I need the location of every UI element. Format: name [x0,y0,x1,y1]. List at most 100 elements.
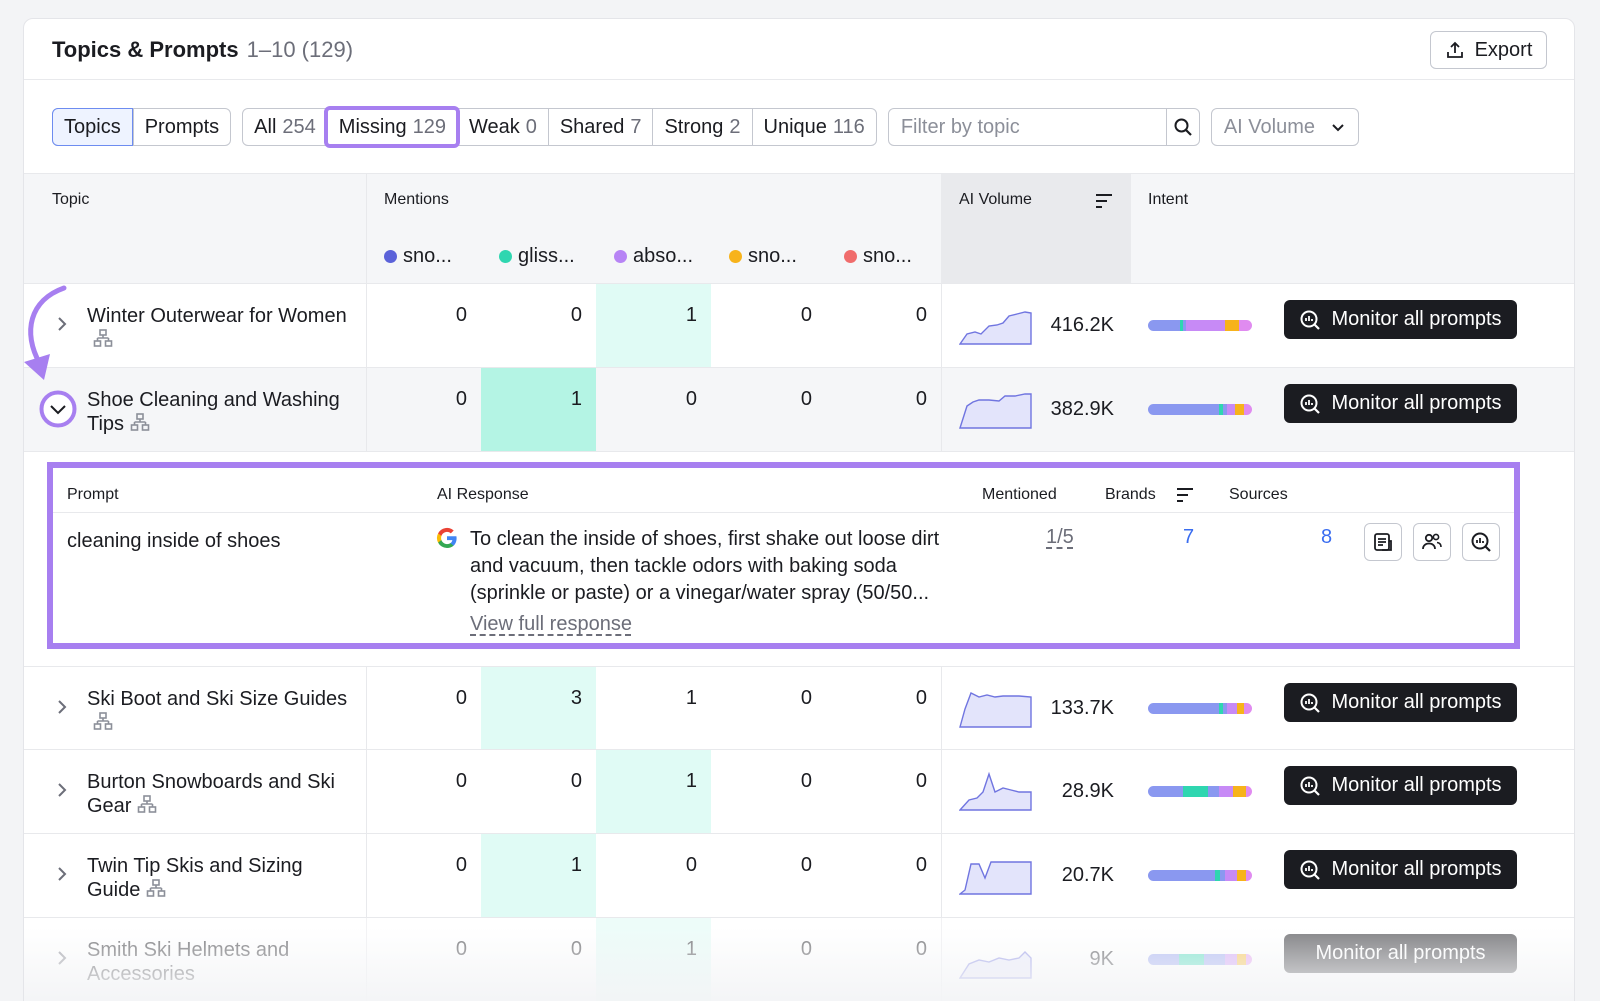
volume-sparkline [959,311,1032,345]
monitor-all-prompts-button[interactable]: Monitor all prompts [1284,384,1517,423]
filter-strong[interactable]: Strong 2 [652,109,751,145]
topic-search-input[interactable] [888,109,1166,145]
topic-filter [887,108,1200,146]
mention-cell: 1 [685,687,697,709]
upload-icon [1446,41,1463,58]
filter-label: Shared [559,116,625,138]
topic-text: Smith Ski Helmets and Accessories [87,939,290,985]
brands-count-link[interactable]: 7 [1183,526,1195,548]
ai-volume-value: 382.9K [1050,398,1114,420]
monitor-label: Monitor all prompts [1331,691,1502,713]
expanded-prompts-panel: Prompt AI Response Mentioned Brands Sour… [47,462,1520,649]
mention-cell: 0 [455,304,467,326]
ai-volume-select[interactable]: AI Volume [1210,108,1359,146]
column-divider [366,667,367,749]
export-label: Export [1474,38,1533,61]
page-title: Topics & Prompts 1–10 (129) [52,37,353,63]
filter-count: 7 [630,116,642,138]
brand-name: sno... [403,245,452,267]
table-row[interactable]: Smith Ski Helmets and Accessories 0 0 1 … [24,918,1574,1001]
table-row[interactable]: Ski Boot and Ski Size Guides 0 3 1 0 0 1… [24,666,1574,750]
sitemap-icon [93,329,113,347]
monitor-all-prompts-button[interactable]: Monitor all prompts [1284,766,1517,805]
mention-cell: 0 [800,854,812,876]
monitor-label: Monitor all prompts [1331,858,1502,880]
topic-name: Twin Tip Skis and Sizing Guide [87,854,357,902]
intent-bar [1148,404,1252,415]
mention-cell: 0 [455,770,467,792]
chevron-right-icon[interactable] [52,948,72,968]
column-divider [941,284,942,367]
brand-color-dot [614,250,627,263]
ai-volume-value: 9K [1089,948,1114,970]
sort-icon[interactable] [1095,193,1113,209]
mention-cell: 0 [455,687,467,709]
view-response-button[interactable] [1364,523,1402,561]
brand-legend-1[interactable]: sno... [384,245,452,268]
table-row-expanded[interactable]: Shoe Cleaning and Washing Tips 0 1 0 0 0… [24,368,1574,452]
monitor-all-prompts-button[interactable]: Monitor all prompts [1284,300,1517,339]
filter-shared[interactable]: Shared 7 [547,109,653,145]
monitor-all-prompts-button[interactable]: Monitor all prompts [1284,850,1517,889]
view-full-response-link[interactable]: View full response [470,613,632,635]
filter-missing[interactable]: Missing 129 [323,106,460,148]
brand-legend-3[interactable]: abso... [614,245,693,268]
chevron-right-icon[interactable] [52,780,72,800]
filter-weak[interactable]: Weak 0 [456,109,548,145]
column-divider [941,667,942,749]
chevron-down-icon [1332,124,1344,132]
monitor-label: Monitor all prompts [1331,392,1502,414]
mention-cell: 1 [481,834,596,917]
topic-name: Ski Boot and Ski Size Guides [87,687,357,735]
table-row[interactable]: Winter Outerwear for Women 0 0 1 0 0 416… [24,284,1574,368]
column-topic[interactable]: Topic [52,191,90,208]
monitor-prompt-button[interactable] [1462,523,1500,561]
mention-cell: 1 [596,284,711,367]
search-button[interactable] [1165,109,1199,145]
view-competitors-button[interactable] [1413,523,1451,561]
sort-icon[interactable] [1176,487,1194,503]
tab-topics[interactable]: Topics [52,108,133,146]
table-row[interactable]: Burton Snowboards and Ski Gear 0 0 1 0 0… [24,750,1574,834]
table-row[interactable]: Twin Tip Skis and Sizing Guide 0 1 0 0 0… [24,834,1574,918]
chevron-right-icon[interactable] [52,314,72,334]
monitor-all-prompts-button[interactable]: Monitor all prompts [1284,934,1517,973]
ai-volume-value: 416.2K [1050,314,1114,336]
topic-text: Shoe Cleaning and Washing Tips [87,389,340,435]
mention-cell: 0 [915,854,927,876]
column-brands[interactable]: Brands [1105,486,1156,503]
volume-sparkline [959,861,1032,895]
brand-legend-4[interactable]: sno... [729,245,797,268]
filter-unique[interactable]: Unique 116 [751,109,876,145]
divider [53,512,1514,513]
sources-count-link[interactable]: 8 [1321,526,1333,548]
column-ai-volume[interactable]: AI Volume [959,191,1032,208]
export-button[interactable]: Export [1430,31,1547,69]
intent-bar [1148,320,1252,331]
mention-cell: 1 [481,368,596,451]
topic-name: Winter Outerwear for Women [87,304,357,352]
mention-cell: 0 [915,304,927,326]
chevron-right-icon[interactable] [52,864,72,884]
brand-name: abso... [633,245,694,267]
chevron-right-icon[interactable] [52,697,72,717]
brand-legend-2[interactable]: gliss... [499,245,575,268]
column-divider [366,834,367,917]
mentioned-value[interactable]: 1/5 [1046,526,1074,548]
column-mentioned: Mentioned [982,486,1057,503]
ai-volume-value: 20.7K [1061,864,1114,886]
mention-cell: 0 [455,388,467,410]
brand-legend-5[interactable]: sno... [844,245,912,268]
topic-text: Burton Snowboards and Ski Gear [87,771,335,817]
column-ai-response: AI Response [437,486,529,503]
tab-prompts[interactable]: Prompts [132,109,230,145]
topic-name: Smith Ski Helmets and Accessories [87,938,357,986]
sitemap-icon [138,795,157,813]
topic-text: Winter Outerwear for Women [87,305,347,327]
position-filter: All 254 Missing 129 Weak 0 Shared 7 Strong 2 … [242,106,877,148]
filter-all[interactable]: All 254 [243,109,327,145]
monitor-all-prompts-button[interactable]: Monitor all prompts [1284,683,1517,722]
chevron-down-icon[interactable] [39,390,77,428]
topics-prompts-card: Topics & Prompts 1–10 (129) Export Topics… [23,18,1575,1001]
mention-cell: 1 [596,918,711,1001]
